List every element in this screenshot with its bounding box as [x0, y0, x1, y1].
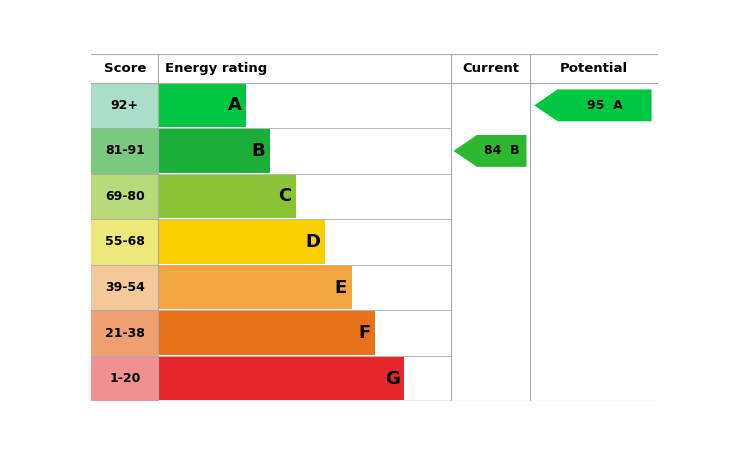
Text: 55-68: 55-68 — [105, 235, 145, 249]
Bar — [451, 356, 658, 401]
Text: 69-80: 69-80 — [105, 190, 145, 203]
Text: B: B — [251, 142, 265, 160]
Bar — [451, 265, 658, 310]
Text: C: C — [278, 188, 292, 206]
Bar — [451, 128, 658, 174]
Text: 21-38: 21-38 — [105, 327, 145, 340]
Text: Potential: Potential — [560, 62, 628, 75]
Bar — [451, 83, 658, 128]
Bar — [91, 219, 158, 265]
Text: 39-54: 39-54 — [105, 281, 145, 294]
Text: 1-20: 1-20 — [109, 372, 140, 385]
Bar — [451, 174, 658, 219]
Bar — [158, 312, 375, 354]
Text: F: F — [358, 324, 371, 342]
Text: 84  B: 84 B — [484, 144, 520, 157]
Bar — [91, 174, 158, 219]
Bar — [158, 221, 325, 264]
Polygon shape — [534, 89, 651, 121]
Text: G: G — [385, 370, 400, 387]
Text: A: A — [227, 97, 241, 115]
Bar — [91, 265, 158, 310]
Bar — [91, 83, 158, 128]
Bar — [91, 54, 658, 83]
Bar — [158, 129, 270, 173]
Text: Current: Current — [462, 62, 519, 75]
Bar — [451, 310, 658, 356]
Text: E: E — [335, 279, 347, 297]
Text: D: D — [306, 233, 321, 251]
Text: 81-91: 81-91 — [105, 144, 145, 157]
Bar — [158, 266, 352, 309]
Bar — [158, 357, 404, 400]
Bar — [451, 219, 658, 265]
Text: Score: Score — [104, 62, 146, 75]
Text: Energy rating: Energy rating — [165, 62, 268, 75]
Polygon shape — [453, 135, 526, 167]
Bar — [158, 175, 296, 218]
Text: 95  A: 95 A — [587, 99, 623, 112]
Bar — [91, 128, 158, 174]
Text: 92+: 92+ — [111, 99, 139, 112]
Bar — [91, 356, 158, 401]
Bar — [158, 84, 246, 127]
Bar — [91, 310, 158, 356]
